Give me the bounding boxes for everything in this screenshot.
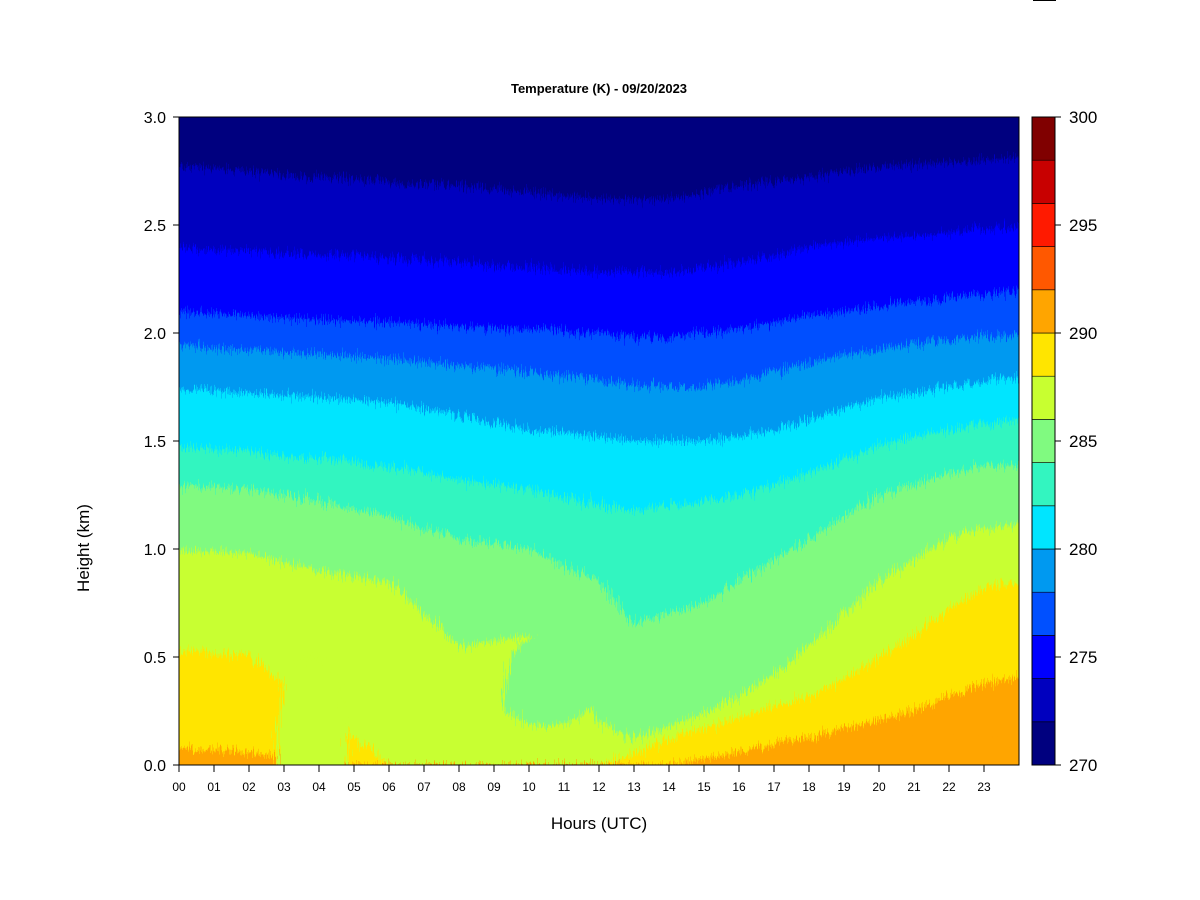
colorbar-swatch: [1031, 678, 1056, 723]
colorbar-swatch: [1031, 548, 1056, 593]
x-tick-label: 16: [732, 780, 746, 794]
x-tick-label: 03: [277, 780, 291, 794]
colorbar: 270 275 280 285 290 295 300: [1031, 108, 1097, 775]
colorbar-swatch: [1031, 116, 1056, 161]
colorbar-swatch: [1031, 505, 1056, 550]
colorbar-tick-label: 300: [1069, 108, 1097, 127]
y-tick-label: 0.0: [144, 758, 166, 775]
chart-title: Temperature (K) - 09/20/2023: [511, 81, 687, 96]
x-tick-label: 15: [697, 780, 711, 794]
plot-frame: [178, 116, 1020, 766]
colorbar-swatch: [1031, 289, 1056, 334]
band-291.25: [179, 582, 1019, 765]
x-axis-label: Hours (UTC): [551, 814, 647, 833]
x-tick-label: 14: [662, 780, 676, 794]
colorbar-swatch: [1031, 591, 1056, 636]
y-axis: 0.0 0.5 1.0 1.5 2.0 2.5 3.0: [144, 110, 180, 775]
x-tick-label: 06: [382, 780, 396, 794]
warm-core-2: [277, 657, 347, 765]
x-tick-label: 20: [872, 780, 886, 794]
x-tick-label: 18: [802, 780, 816, 794]
colorbar-swatch: [1031, 246, 1056, 291]
temperature-field: [179, 117, 1019, 765]
x-tick-label: 09: [487, 780, 501, 794]
y-tick-label: 1.0: [144, 542, 166, 559]
x-tick-label: 04: [312, 780, 326, 794]
x-tick-label: 02: [242, 780, 256, 794]
colorbar-swatch: [1031, 635, 1056, 679]
x-tick-label: 07: [417, 780, 431, 794]
y-axis-label: Height (km): [74, 504, 93, 592]
y-tick-label: 2.5: [144, 218, 166, 235]
x-axis: 00 01 02 03 04 05 06 07 08 09 10 11 12 13 14 15 16 17 18 19…: [172, 764, 1019, 794]
colorbar-swatch: [1031, 332, 1056, 377]
colorbar-swatch: [1031, 462, 1056, 507]
x-tick-label: 19: [837, 780, 851, 794]
y-tick-label: 1.5: [144, 434, 166, 451]
colorbar-swatch: [1031, 159, 1056, 204]
x-tick-label: 17: [767, 780, 781, 794]
x-tick-label: 13: [627, 780, 641, 794]
x-tick-label: 21: [907, 780, 921, 794]
colorbar-swatch: [1031, 419, 1056, 463]
colorbar-tick-label: 285: [1069, 432, 1097, 451]
band-293.75: [179, 677, 1019, 765]
y-tick-label: 2.0: [144, 326, 166, 343]
x-tick-label: 00: [172, 780, 186, 794]
colorbar-tick-label: 295: [1069, 216, 1097, 235]
y-tick-label: 3.0: [144, 110, 166, 127]
warm-core-0: [721, 734, 1019, 765]
x-tick-label: 08: [452, 780, 466, 794]
colorbar-tick-label: 270: [1069, 756, 1097, 775]
colorbar-swatch: [1031, 721, 1056, 766]
x-tick-label: 12: [592, 780, 606, 794]
colorbar-swatch: [1031, 375, 1056, 420]
colorbar-swatch: [1031, 203, 1056, 247]
x-tick-label: 10: [522, 780, 536, 794]
colorbar-tick-label: 275: [1069, 648, 1097, 667]
x-tick-label: 23: [977, 780, 991, 794]
colorbar-tick-label: 290: [1069, 324, 1097, 343]
x-tick-label: 22: [942, 780, 956, 794]
x-tick-label: 01: [207, 780, 221, 794]
plot-area: [179, 117, 1019, 765]
x-tick-label: 11: [558, 780, 571, 794]
colorbar-tick-label: 280: [1069, 540, 1097, 559]
y-tick-label: 0.5: [144, 650, 166, 667]
x-tick-label: 05: [347, 780, 361, 794]
warm-core-1: [504, 635, 589, 726]
